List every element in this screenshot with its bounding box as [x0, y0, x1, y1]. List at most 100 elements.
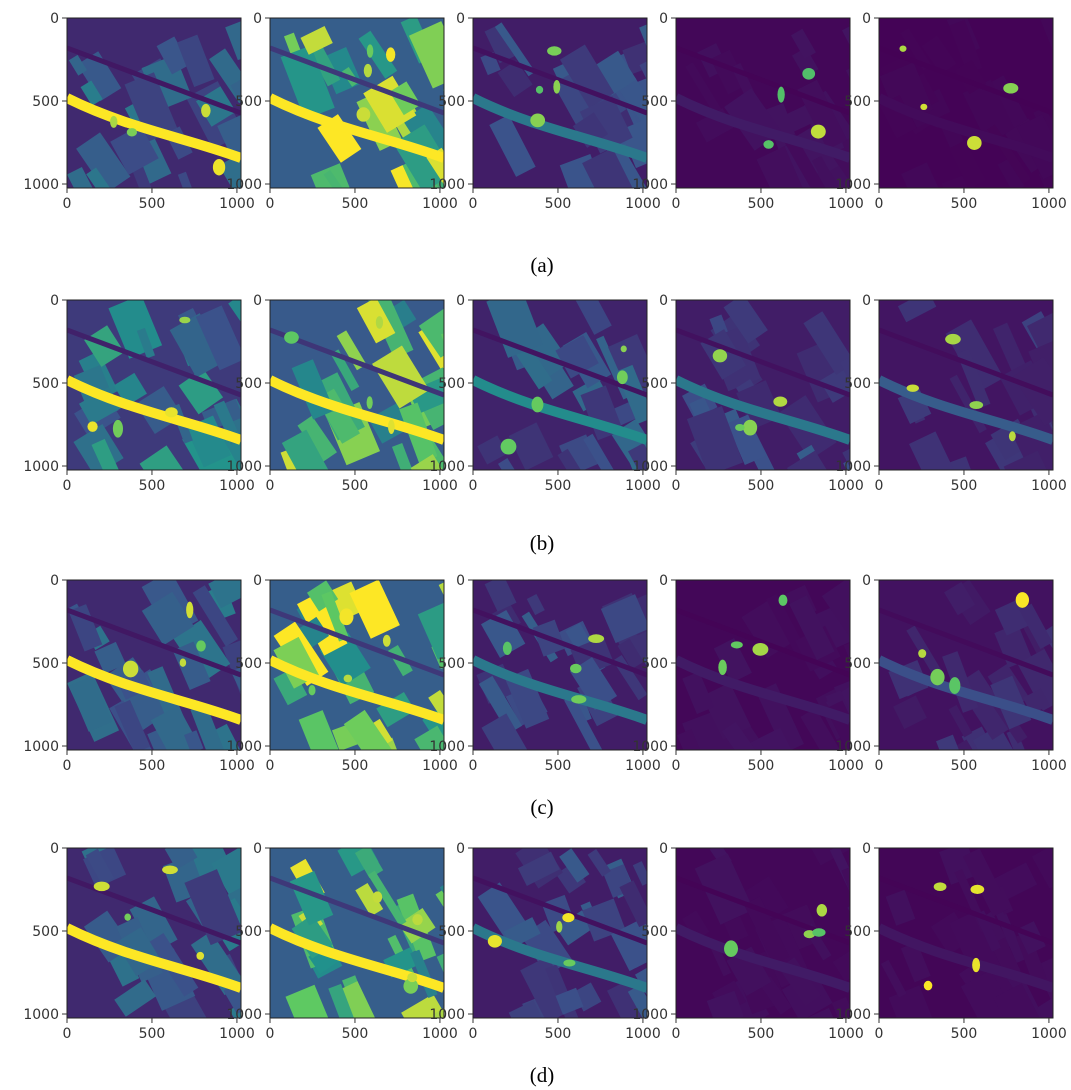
- x-tick-label: 500: [951, 1026, 978, 1042]
- field-parcel: [169, 313, 227, 378]
- panel-frame: [269, 579, 445, 751]
- bright-spot: [777, 86, 785, 103]
- field-parcel: [713, 638, 752, 684]
- channel-band: [473, 327, 647, 398]
- bright-spot: [201, 103, 211, 118]
- bright-spot: [930, 668, 945, 686]
- x-tick-label: 1000: [1031, 196, 1067, 212]
- bright-spot: [531, 396, 544, 413]
- field-parcel: [646, 609, 647, 654]
- bright-spot: [126, 128, 138, 137]
- field-parcel: [497, 60, 533, 98]
- field-parcel: [1016, 114, 1053, 180]
- x-tick-label: 1000: [219, 1026, 255, 1042]
- bright-spot: [730, 641, 743, 649]
- field-parcel: [1038, 169, 1053, 188]
- y-tick-label: 0: [659, 573, 668, 589]
- panel-frame: [472, 17, 648, 189]
- bright-spot: [553, 80, 561, 94]
- field-parcel: [408, 21, 444, 89]
- field-parcel: [606, 977, 647, 1018]
- field-parcel: [410, 454, 444, 470]
- x-tick-label: 1000: [828, 1026, 864, 1042]
- bright-spot: [196, 640, 206, 652]
- field-parcel: [559, 44, 615, 109]
- bright-spot: [500, 438, 517, 455]
- bright-spot: [718, 659, 727, 676]
- field-parcel: [948, 456, 976, 470]
- panel-frame: [269, 299, 445, 471]
- field-parcel: [517, 851, 560, 886]
- panel-frame: [66, 17, 242, 189]
- channel-band: [473, 45, 647, 116]
- field-parcel: [211, 848, 241, 898]
- row-caption-d: (d): [530, 1063, 555, 1087]
- field-parcel: [583, 433, 625, 470]
- bright-spot: [124, 913, 131, 921]
- y-tick-label: 0: [50, 841, 59, 857]
- y-tick-label: 1000: [226, 1007, 262, 1023]
- row-caption-a: (a): [530, 253, 553, 277]
- x-tick-label: 0: [266, 478, 275, 494]
- panel-image: [270, 300, 444, 470]
- panel-image: [879, 848, 1053, 1018]
- field-parcel: [559, 153, 611, 188]
- x-tick-label: 500: [748, 478, 775, 494]
- field-parcel: [832, 944, 850, 982]
- bright-spot: [1003, 83, 1019, 94]
- channel-band: [270, 45, 444, 116]
- field-parcel: [484, 23, 517, 64]
- field-parcel: [702, 682, 752, 740]
- field-parcel: [682, 712, 735, 750]
- channel-band: [270, 327, 444, 398]
- river-band: [473, 655, 647, 725]
- panel-frame: [675, 847, 851, 1019]
- bright-spot: [363, 63, 372, 78]
- field-parcel: [564, 695, 606, 750]
- row-caption-b: (b): [530, 531, 555, 555]
- y-tick-label: 500: [235, 924, 262, 940]
- channel-band: [270, 607, 444, 678]
- field-parcel: [800, 708, 850, 750]
- field-parcel: [1052, 628, 1053, 666]
- x-tick-label: 500: [342, 196, 369, 212]
- bright-spot: [949, 677, 961, 694]
- field-parcel: [587, 848, 611, 877]
- y-tick-label: 0: [456, 573, 465, 589]
- bright-spot: [556, 921, 563, 933]
- field-parcel: [328, 983, 364, 1018]
- y-tick-label: 0: [659, 11, 668, 27]
- river-band: [67, 923, 241, 993]
- field-parcel: [330, 349, 360, 391]
- y-tick-label: 0: [50, 11, 59, 27]
- field-parcel: [723, 916, 749, 943]
- bright-spot: [816, 903, 828, 917]
- bright-spot: [1015, 592, 1030, 608]
- river-band: [676, 923, 850, 993]
- x-tick-label: 0: [266, 1026, 275, 1042]
- x-tick-label: 500: [342, 758, 369, 774]
- field-parcel: [80, 80, 103, 106]
- field-parcel: [297, 415, 337, 463]
- bright-spot: [969, 401, 984, 410]
- y-tick-label: 1000: [835, 459, 871, 475]
- field-parcel: [222, 640, 241, 701]
- x-tick-label: 500: [748, 758, 775, 774]
- field-parcel: [358, 30, 398, 79]
- field-parcel: [136, 327, 156, 359]
- x-tick-label: 1000: [422, 758, 458, 774]
- field-parcel: [900, 941, 931, 983]
- panel-frame: [269, 847, 445, 1019]
- y-tick-label: 0: [862, 293, 871, 309]
- field-parcel: [962, 79, 1015, 143]
- river-band: [270, 375, 444, 445]
- field-parcel: [67, 166, 95, 188]
- bright-spot: [563, 959, 576, 967]
- bright-spot: [920, 103, 928, 111]
- panel-image: [473, 580, 647, 750]
